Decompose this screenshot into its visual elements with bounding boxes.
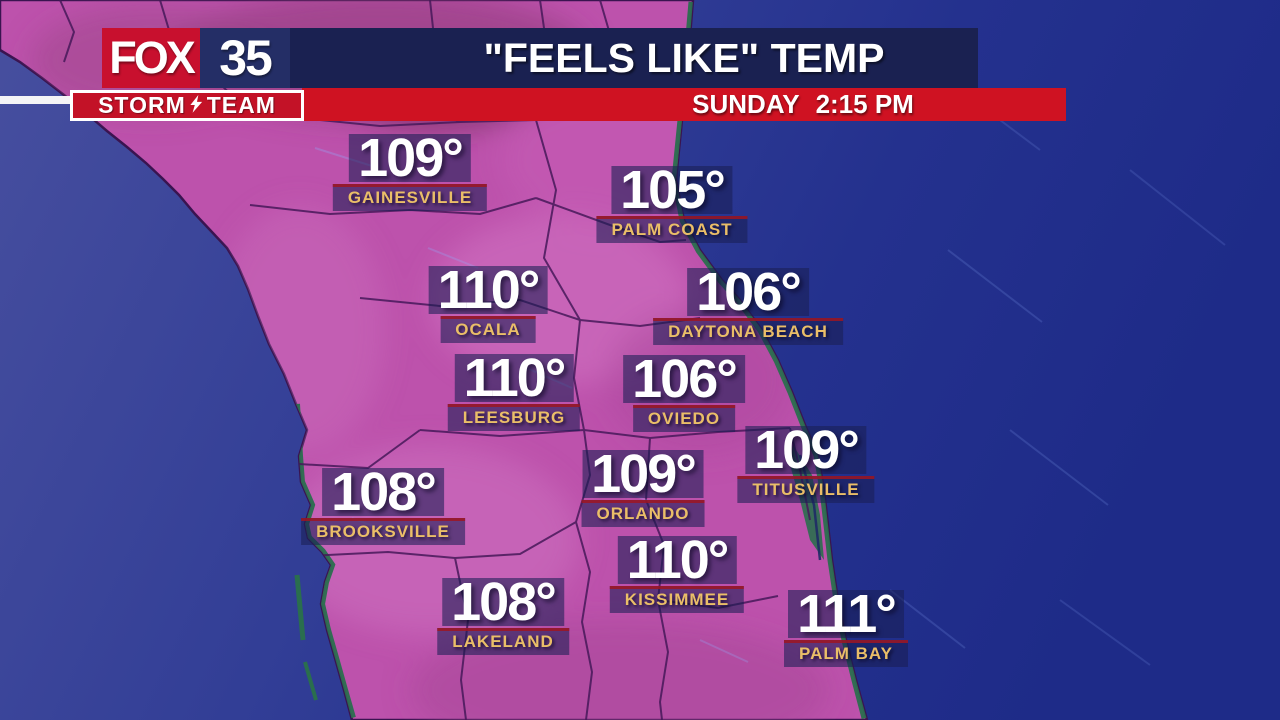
- temp-value: 111°: [788, 587, 904, 641]
- fox35-logo: FOX 35: [102, 28, 290, 88]
- fox-network-box: FOX: [102, 28, 200, 88]
- storm-team-badge: STORM TEAM: [70, 90, 304, 121]
- fox-network-text: FOX: [109, 32, 195, 83]
- lightning-bolt-icon: [190, 94, 203, 117]
- temp-value: 105°: [611, 163, 733, 217]
- white-accent-line: [0, 96, 72, 104]
- station-lakeland: 108° LAKELAND: [437, 575, 569, 655]
- page-title: "FEELS LIKE" TEMP: [483, 34, 885, 81]
- temp-value: 108°: [442, 575, 564, 629]
- barrier-island-west: [294, 574, 306, 641]
- barrier-island-west2: [303, 661, 318, 701]
- channel-number-text: 35: [219, 30, 273, 86]
- temp-value: 106°: [623, 352, 745, 406]
- time-label: 2:15 PM: [815, 89, 914, 119]
- station-brooksville: 108° BROOKSVILLE: [301, 465, 465, 545]
- team-text: TEAM: [206, 92, 276, 118]
- temp-value: 108°: [322, 465, 444, 519]
- city-label: ORLANDO: [581, 500, 705, 527]
- station-gainesville: 109° GAINESVILLE: [332, 131, 488, 211]
- city-label: GAINESVILLE: [332, 184, 488, 211]
- day-label: SUNDAY: [692, 89, 800, 119]
- station-palm-coast: 105° PALM COAST: [596, 163, 748, 243]
- channel-number-box: 35: [200, 28, 290, 88]
- temp-value: 110°: [428, 263, 548, 317]
- temp-value: 109°: [349, 131, 471, 185]
- city-label: PALM BAY: [784, 640, 908, 667]
- temp-value: 110°: [454, 351, 574, 405]
- station-titusville: 109° TITUSVILLE: [737, 423, 875, 503]
- city-label: LAKELAND: [437, 628, 569, 655]
- city-label: KISSIMMEE: [609, 586, 745, 613]
- station-oviedo: 106° OVIEDO: [623, 352, 745, 432]
- temp-value: 106°: [687, 265, 809, 319]
- city-label: TITUSVILLE: [737, 476, 875, 503]
- station-palm-bay: 111° PALM BAY: [784, 587, 908, 667]
- time-banner: SUNDAY 2:15 PM: [302, 88, 1066, 121]
- city-label: OCALA: [440, 316, 536, 343]
- temp-value: 109°: [582, 447, 704, 501]
- temp-value: 110°: [617, 533, 737, 587]
- temp-value: 109°: [745, 423, 867, 477]
- station-daytona-beach: 106° DAYTONA BEACH: [653, 265, 843, 345]
- station-ocala: 110° OCALA: [428, 263, 548, 343]
- title-banner: "FEELS LIKE" TEMP: [240, 28, 978, 88]
- city-label: BROOKSVILLE: [301, 518, 465, 545]
- city-label: OVIEDO: [632, 405, 736, 432]
- storm-text: STORM: [98, 92, 186, 118]
- city-label: DAYTONA BEACH: [653, 318, 843, 345]
- station-kissimmee: 110° KISSIMMEE: [609, 533, 745, 613]
- station-orlando: 109° ORLANDO: [581, 447, 705, 527]
- city-label: PALM COAST: [596, 216, 748, 243]
- city-label: LEESBURG: [447, 404, 581, 431]
- station-leesburg: 110° LEESBURG: [447, 351, 581, 431]
